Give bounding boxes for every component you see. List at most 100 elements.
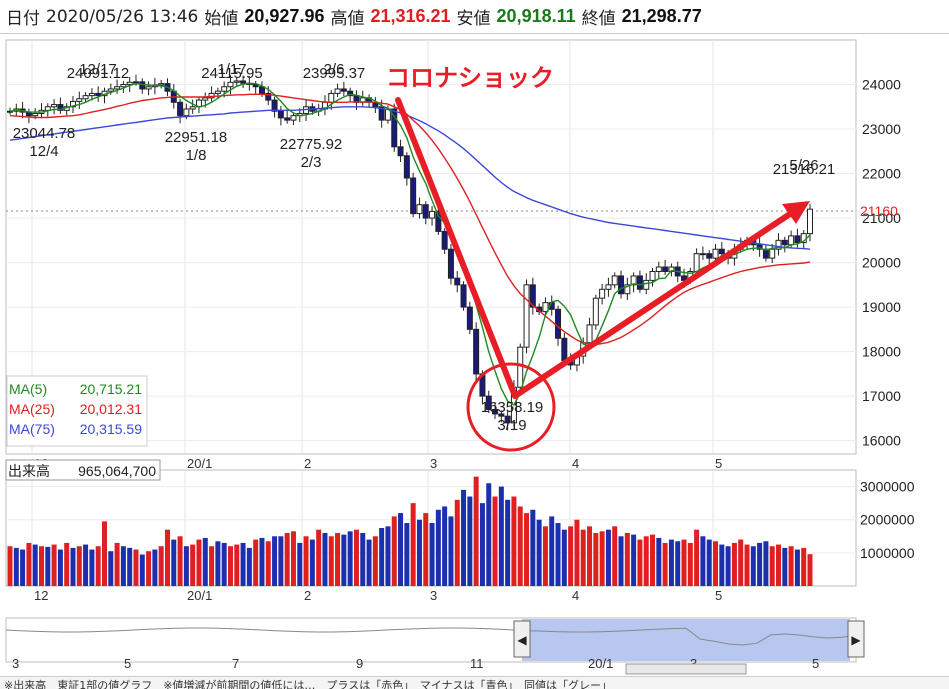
legend-name: MA(25): [9, 401, 55, 417]
volume-bar: [108, 551, 114, 586]
candle-body: [788, 235, 795, 246]
candle-body: [145, 86, 152, 90]
ma-legend: MA(5) 20,715.21 MA(25) 20,012.31 MA(75) 20,31…: [6, 375, 148, 447]
open-value: 20,927.96: [244, 6, 325, 26]
candle-body: [618, 275, 625, 295]
volume-bar: [328, 536, 334, 586]
annotation-value: 23995.37: [303, 65, 366, 82]
ma25-line: [9, 93, 811, 346]
volume-bar: [146, 551, 152, 586]
volume-bar: [284, 532, 290, 586]
volume-bar: [196, 539, 202, 586]
candle-body: [441, 230, 448, 250]
volume-bar: [618, 536, 624, 586]
annotation-date: 12/4: [29, 143, 58, 160]
price-tick-label: 20000: [862, 255, 901, 271]
volume-bar: [227, 546, 233, 586]
volume-bar: [738, 539, 744, 586]
annotation-value: 16358.19: [481, 399, 544, 416]
volume-bar: [448, 516, 454, 586]
price-chart[interactable]: 1600017000180001900020000210002200023000…: [0, 34, 949, 676]
volume-bar: [253, 539, 259, 586]
candle-body: [277, 110, 284, 119]
volume-bar: [190, 544, 196, 586]
candle-body: [706, 253, 713, 259]
candle-body: [32, 112, 39, 117]
candle-body: [202, 97, 209, 101]
candle-body: [693, 253, 700, 272]
candle-body: [681, 275, 688, 281]
candle-body: [485, 395, 492, 410]
volume-bar: [719, 544, 725, 586]
candle-body: [655, 266, 662, 272]
candle-body: [114, 86, 121, 90]
volume-bar: [492, 496, 498, 586]
high-label: 高値: [330, 9, 365, 29]
volume-bar: [164, 529, 170, 586]
volume-tick-label: 2000000: [860, 512, 915, 528]
volume-bar: [234, 544, 240, 586]
volume-bar: [731, 542, 737, 586]
annotation-value: 21316.21: [773, 161, 836, 178]
candle-body: [542, 302, 549, 313]
volume-bar: [580, 529, 586, 586]
volume-bar: [681, 539, 687, 586]
volume-bar: [278, 536, 284, 586]
candle-body: [233, 80, 240, 83]
volume-bar: [45, 546, 51, 586]
legend-value: 20,315.59: [80, 421, 142, 437]
ma5-line: [9, 82, 811, 406]
price-x-label: 5: [715, 456, 722, 471]
volume-bar: [530, 509, 536, 586]
volume-bar: [221, 542, 227, 586]
candle-body: [466, 306, 473, 330]
volume-x-label: 20/1: [187, 588, 212, 603]
candle-body: [189, 106, 196, 110]
candle-body: [397, 146, 404, 157]
price-tick-label: 18000: [862, 344, 901, 360]
volume-bar: [57, 549, 63, 586]
candle-body: [504, 415, 511, 424]
navigator-left-handle[interactable]: [513, 620, 531, 658]
candle-body: [95, 92, 102, 97]
navigator-right-handle[interactable]: [847, 620, 865, 658]
candle-body: [240, 80, 247, 84]
volume-bar: [316, 529, 322, 586]
candle-body: [781, 239, 788, 246]
annotation-date: 2/3: [301, 154, 322, 171]
legend-value: 20,012.31: [80, 401, 142, 417]
candle-body: [403, 155, 410, 179]
volume-bar: [372, 536, 378, 586]
candle-body: [328, 92, 335, 103]
volume-bar: [700, 536, 706, 586]
volume-bar: [776, 544, 782, 586]
annotation-value: 23044.78: [13, 125, 76, 142]
recovery-arrow-line: [512, 207, 799, 399]
volume-bar: [605, 529, 611, 586]
high-value: 21,316.21: [370, 6, 451, 26]
volume-bar: [643, 536, 649, 586]
volume-bar: [782, 547, 788, 586]
navigator-scrollbar[interactable]: [625, 663, 747, 675]
volume-bar: [83, 544, 89, 586]
candle-body: [636, 275, 643, 290]
volume-x-label: 2: [304, 588, 311, 603]
candle-body: [586, 324, 593, 344]
candle-body: [454, 277, 461, 286]
navigator-label: 7: [232, 656, 239, 671]
volume-bar: [127, 547, 133, 586]
footer-note: ※出来高 東証1部の値グラフ ※値増減が前期間の値低には… プラスは「赤色」 マ…: [0, 676, 949, 689]
candle-body: [555, 308, 562, 339]
volume-bar: [95, 546, 101, 586]
volume-bar: [694, 529, 700, 586]
volume-bar: [404, 523, 410, 586]
volume-bar: [133, 549, 139, 586]
volume-bar: [398, 513, 404, 586]
candle-body: [88, 92, 95, 97]
candle-body: [57, 104, 64, 111]
volume-bar: [385, 526, 391, 586]
annotation-date: 2/6: [324, 61, 345, 78]
volume-bar: [101, 521, 107, 586]
legend-box: [6, 375, 148, 447]
